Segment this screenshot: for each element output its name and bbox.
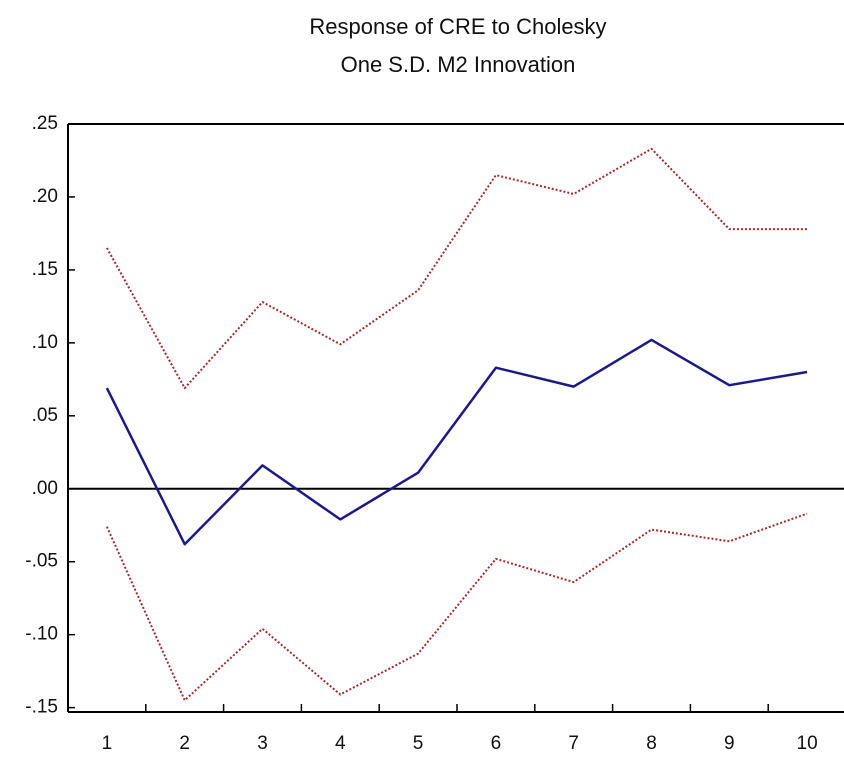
- y-tick-label: .05: [32, 405, 58, 426]
- x-tick-label: 7: [568, 733, 579, 754]
- series-line: [105, 512, 808, 702]
- y-tick-label: .20: [32, 186, 58, 207]
- series-line: [106, 147, 808, 390]
- x-tick-label: 5: [413, 733, 424, 754]
- y-tick-label: .10: [32, 332, 58, 353]
- x-tick-label: 4: [335, 733, 346, 754]
- x-tick-label: 3: [257, 733, 268, 754]
- y-tick-label: -.10: [25, 624, 58, 645]
- series-line: [105, 338, 808, 546]
- chart-title: Response of CRE to Cholesky: [309, 14, 606, 39]
- x-tick-label: 9: [724, 733, 735, 754]
- y-tick-label: -.15: [25, 697, 58, 718]
- y-tick-label: .00: [32, 478, 58, 499]
- y-tick-label: .15: [32, 259, 58, 280]
- x-tick-label: 10: [797, 733, 818, 754]
- y-tick-label: .25: [32, 113, 58, 134]
- y-tick-label: -.05: [25, 551, 58, 572]
- x-tick-label: 6: [491, 733, 502, 754]
- x-tick-label: 1: [102, 733, 113, 754]
- chart-subtitle: One S.D. M2 Innovation: [341, 52, 576, 77]
- x-tick-label: 2: [179, 733, 190, 754]
- x-tick-label: 8: [646, 733, 657, 754]
